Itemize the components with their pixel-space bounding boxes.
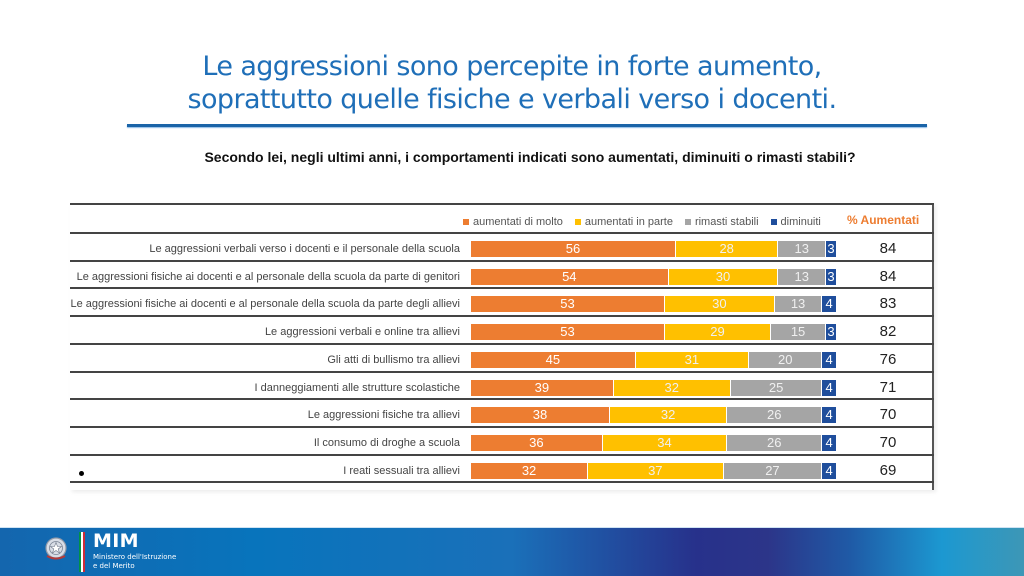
category-label: I danneggiamenti alle strutture scolasti… [254, 382, 460, 394]
bullet-dot [79, 471, 84, 476]
ministry-name-line1: Ministero dell'Istruzione [93, 553, 177, 561]
category-label: Le aggressioni fisiche ai docenti e al p… [76, 271, 460, 283]
italian-flag-icon [79, 532, 85, 572]
pct-aumentati-value: 82 [879, 323, 897, 340]
table-row-divider [70, 454, 934, 456]
bar-segment-rimasti-stabili: 13 [778, 269, 826, 285]
bar-segment-rimasti-stabili: 15 [771, 324, 825, 340]
legend-label: aumentati di molto [473, 216, 563, 228]
bar-segment-aumentati-di-molto: 39 [471, 380, 613, 396]
slide-title: Le aggressioni sono percepite in forte a… [0, 50, 1024, 116]
bar-segment-rimasti-stabili: 25 [730, 380, 822, 396]
legend-swatch [574, 219, 581, 225]
bar-segment-aumentati-di-molto: 53 [471, 324, 664, 340]
pct-aumentati-header: % Aumentati [847, 213, 920, 227]
category-label: Le aggressioni verbali verso i docenti e… [149, 243, 460, 255]
ministry-name-line2: e del Merito [93, 562, 135, 570]
bar-segment-rimasti-stabili: 26 [727, 407, 822, 423]
bar-segment-diminuiti: 4 [822, 380, 836, 396]
table-right-border [932, 203, 934, 490]
bar-segment-aumentati-in-parte: 34 [602, 435, 727, 451]
bar-segment-aumentati-in-parte: 30 [668, 269, 778, 285]
footer-bar [0, 527, 1024, 576]
pct-aumentati-value: 69 [879, 462, 897, 479]
legend-item: rimasti stabili [684, 216, 759, 228]
pct-aumentati-value: 76 [879, 351, 897, 368]
survey-question: Secondo lei, negli ultimi anni, i compor… [204, 149, 856, 165]
pct-aumentati-value: 83 [879, 295, 897, 312]
flag-stripe [83, 532, 85, 572]
table-row-divider [70, 260, 934, 262]
bar-segment-aumentati-di-molto: 54 [471, 269, 668, 285]
bar-segment-aumentati-in-parte: 28 [675, 241, 778, 257]
table-row-divider [70, 232, 934, 234]
category-label: Le aggressioni fisiche ai docenti e al p… [70, 298, 460, 310]
legend-label: diminuiti [780, 216, 821, 228]
legend-swatch [463, 219, 469, 225]
pct-aumentati-value: 70 [879, 434, 897, 451]
bar-segment-diminuiti: 3 [826, 241, 836, 257]
slide-title-line2: soprattutto quelle fisiche e verbali ver… [187, 84, 838, 115]
bar-segment-diminuiti: 3 [826, 269, 836, 285]
chart-legend: aumentati di molto aumentati in parte rima… [463, 214, 833, 230]
legend-label: rimasti stabili [694, 216, 759, 228]
bar-segment-rimasti-stabili: 13 [778, 241, 826, 257]
bar-segment-aumentati-in-parte: 30 [664, 296, 774, 312]
legend-swatch [770, 219, 777, 225]
flag-stripe [81, 532, 83, 572]
bar-segment-aumentati-di-molto: 32 [471, 463, 588, 479]
bar-segment-rimasti-stabili: 20 [749, 352, 822, 368]
category-label: Le aggressioni fisiche tra allievi [307, 409, 460, 421]
bar-segment-aumentati-in-parte: 31 [635, 352, 749, 368]
bar-segment-aumentati-di-molto: 36 [471, 435, 602, 451]
bar-segment-aumentati-di-molto: 53 [471, 296, 664, 312]
legend-item: diminuiti [770, 216, 821, 228]
table-row-divider [70, 426, 934, 428]
bar-segment-diminuiti: 4 [822, 352, 836, 368]
bar-segment-aumentati-di-molto: 56 [471, 241, 675, 257]
bar-segment-diminuiti: 4 [822, 463, 836, 479]
pct-aumentati-value: 70 [879, 406, 897, 423]
bar-segment-aumentati-in-parte: 29 [664, 324, 771, 340]
pct-aumentati-value: 84 [879, 240, 897, 257]
slide-title-line1: Le aggressioni sono percepite in forte a… [202, 51, 822, 82]
table-row-divider [70, 371, 934, 373]
bar-segment-rimasti-stabili: 13 [774, 296, 822, 312]
bar-segment-aumentati-in-parte: 32 [613, 380, 730, 396]
flag-stripe [79, 532, 81, 572]
table-row-divider [70, 398, 934, 400]
bar-segment-diminuiti: 3 [826, 324, 836, 340]
bar-segment-rimasti-stabili: 26 [727, 435, 822, 451]
table-row-divider [70, 315, 934, 317]
legend-item: aumentati di molto [463, 216, 563, 228]
bar-segment-aumentati-in-parte: 32 [610, 407, 727, 423]
bar-segment-rimasti-stabili: 27 [723, 463, 822, 479]
pct-aumentati-value: 71 [879, 379, 897, 396]
bar-segment-aumentati-di-molto: 45 [471, 352, 635, 368]
bar-segment-diminuiti: 4 [822, 407, 836, 423]
table-row-divider [70, 343, 934, 345]
table-row-divider [70, 287, 934, 289]
bar-segment-diminuiti: 4 [822, 296, 836, 312]
legend-item: aumentati in parte [574, 216, 673, 228]
legend-label: aumentati in parte [584, 216, 673, 228]
ministry-logo-text: MIM [93, 530, 139, 552]
bar-segment-aumentati-in-parte: 37 [588, 463, 723, 479]
category-label: Il consumo di droghe a scuola [313, 437, 460, 449]
bar-segment-diminuiti: 4 [822, 435, 836, 451]
pct-aumentati-value: 84 [879, 268, 897, 285]
title-underline [127, 124, 927, 127]
table-row-divider [70, 481, 934, 483]
category-label: Gli atti di bullismo tra allievi [327, 354, 460, 366]
category-label: Le aggressioni verbali e online tra alli… [264, 326, 460, 338]
republic-emblem-icon [45, 537, 67, 560]
legend-swatch [684, 219, 691, 225]
bar-segment-aumentati-di-molto: 38 [471, 407, 610, 423]
table-row-divider [70, 203, 934, 205]
category-label: I reati sessuali tra allievi [343, 465, 460, 477]
